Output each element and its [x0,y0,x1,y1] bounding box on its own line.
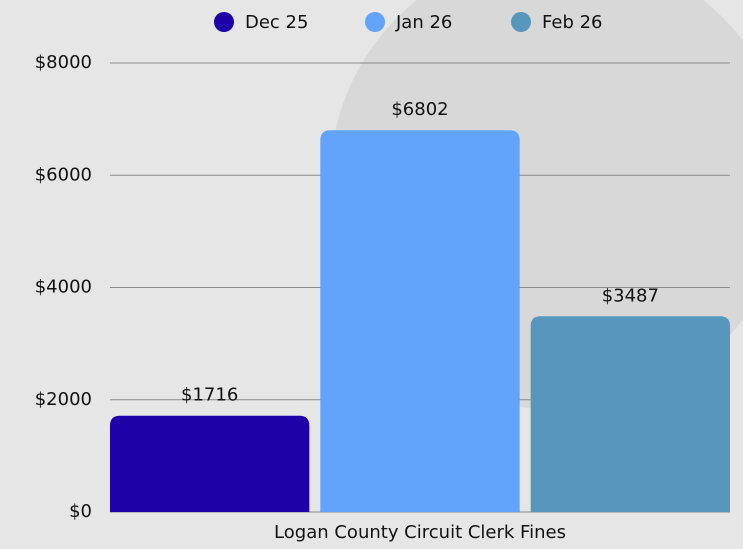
y-tick-label: $4000 [35,277,92,298]
y-tick-label: $0 [69,501,92,522]
legend-swatch [511,12,531,32]
x-tick-label: Logan County Circuit Clerk Fines [274,522,566,543]
bar [110,415,310,512]
bar [320,130,520,513]
y-tick-label: $2000 [35,389,92,410]
legend-swatch [365,12,385,32]
legend-label: Dec 25 [245,12,308,33]
legend-label: Jan 26 [395,12,452,33]
bar [530,316,730,512]
legend-swatch [214,12,234,32]
legend-label: Feb 26 [542,12,603,33]
data-label: $6802 [391,99,448,120]
y-tick-label: $8000 [35,52,92,73]
data-label: $1716 [181,385,238,406]
data-label: $3487 [602,285,659,306]
y-tick-label: $6000 [35,164,92,185]
